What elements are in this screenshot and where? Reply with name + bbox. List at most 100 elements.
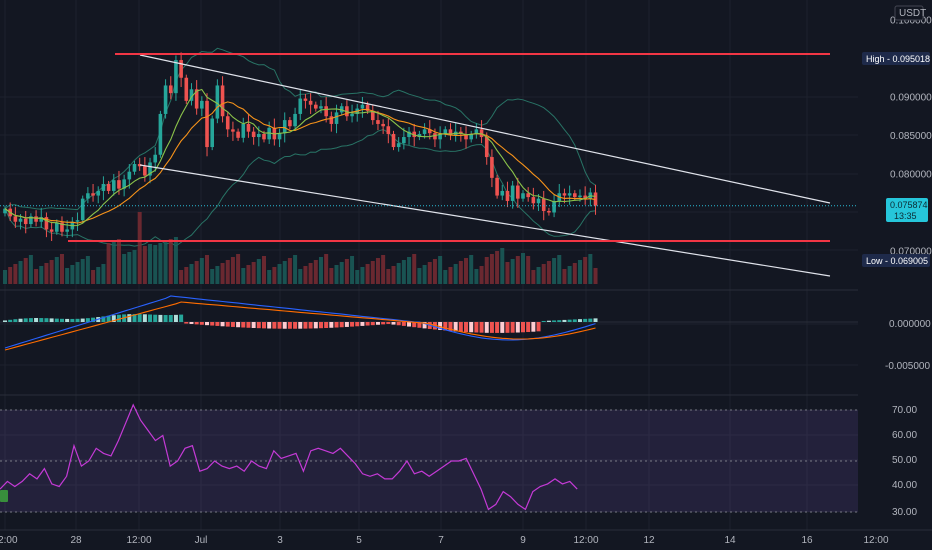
candle-body <box>360 104 365 109</box>
macd-histogram-bar <box>132 314 137 322</box>
macd-histogram-bar <box>106 315 111 322</box>
macd-histogram-bar <box>194 322 199 325</box>
low-tag <box>862 254 930 267</box>
volume-bar <box>391 266 396 284</box>
volume-bar <box>8 267 13 284</box>
volume-bar <box>49 260 54 284</box>
macd-histogram-bar <box>583 318 588 322</box>
volume-bar <box>365 264 370 284</box>
candle-body <box>117 180 121 189</box>
volume-bar <box>375 258 380 284</box>
candle-body <box>593 192 598 206</box>
candle-body <box>495 177 499 196</box>
volume-bar <box>101 264 106 284</box>
candle-body <box>573 193 577 198</box>
volume-bar <box>168 239 173 284</box>
rsi-tick-label: 60.00 <box>892 430 917 441</box>
macd-histogram-bar <box>91 317 96 322</box>
volume-bar <box>106 243 111 284</box>
macd-histogram-bar <box>153 314 158 322</box>
macd-histogram-bar <box>225 322 230 327</box>
volume-bar <box>65 268 70 284</box>
candle-body <box>127 171 132 180</box>
candle-body <box>386 126 391 134</box>
macd-histogram-bar <box>355 322 360 327</box>
candle-body <box>44 217 49 230</box>
candle-body <box>370 110 375 121</box>
candle-body <box>547 210 551 213</box>
macd-histogram-bar <box>230 322 235 327</box>
volume-bar <box>298 269 303 284</box>
macd-histogram-bar <box>215 322 220 326</box>
macd-histogram-bar <box>116 314 121 322</box>
macd-tick-label: -0.005000 <box>885 361 930 372</box>
candle-body <box>324 106 328 117</box>
candle-body <box>521 193 525 199</box>
macd-histogram-bar <box>572 319 577 322</box>
time-tick-label: 12:00 <box>863 535 888 546</box>
rsi-tick-label: 70.00 <box>892 405 917 416</box>
volume-bar <box>526 256 531 284</box>
volume-bar <box>39 266 44 284</box>
volume-bar <box>142 246 147 284</box>
moving-averages <box>4 88 596 227</box>
volume-bar <box>567 266 572 284</box>
candle-body <box>86 193 90 199</box>
macd-histogram-bar <box>438 322 443 331</box>
candle-body <box>474 129 479 134</box>
volume-bar <box>329 268 334 284</box>
macd-histogram-bar <box>318 322 323 329</box>
time-tick-label: 3 <box>277 535 283 546</box>
candle-body <box>567 193 572 196</box>
candle-body <box>505 190 510 201</box>
volume-bar <box>205 255 210 284</box>
macd-histogram-bar <box>236 322 241 328</box>
macd-histogram-bar <box>422 322 427 329</box>
candle-body <box>132 163 137 172</box>
time-tick-label: 14 <box>724 535 736 546</box>
volume-bar <box>85 256 90 284</box>
candle-body <box>13 216 18 222</box>
time-tick-label: 28 <box>70 535 82 546</box>
candle-body <box>153 154 158 163</box>
macd-histogram-bar <box>313 322 318 329</box>
volume-bar <box>448 267 453 284</box>
rsi-tick-label: 40.00 <box>892 480 917 491</box>
macd-histogram-bar <box>293 322 298 329</box>
candle-body <box>298 98 303 114</box>
candle-body <box>365 104 370 111</box>
candle-body <box>215 85 220 119</box>
candle-body <box>562 193 567 196</box>
macd-histogram-bar <box>401 322 406 326</box>
candle-body <box>225 116 230 130</box>
candle-body <box>303 98 308 101</box>
volume-bar <box>91 270 96 284</box>
volume-bar <box>495 251 500 284</box>
macd-histogram-bar <box>34 318 39 322</box>
candle-body <box>427 129 432 134</box>
time-tick-label: Jul <box>195 535 208 546</box>
candle-body <box>200 100 204 109</box>
volume-bar <box>479 266 484 284</box>
candle-body <box>422 129 427 134</box>
macd-histogram-bar <box>464 322 469 333</box>
candle-body <box>267 127 271 140</box>
volume-bar <box>505 262 510 284</box>
candle-body <box>18 218 23 222</box>
candle-body <box>578 195 582 198</box>
macd-histogram-bar <box>557 320 562 322</box>
macd-pane <box>0 295 858 351</box>
candle-body <box>163 85 168 114</box>
candle-body <box>526 193 530 198</box>
candle-body <box>443 129 448 134</box>
candle-body <box>23 218 28 225</box>
candle-body <box>376 120 380 124</box>
volume-bar <box>536 267 541 284</box>
volume-bar <box>173 237 178 284</box>
candle-body <box>339 106 344 113</box>
volume-bar <box>158 243 163 284</box>
macd-histogram-bar <box>251 322 256 328</box>
candle-body <box>464 133 468 140</box>
volume-bar <box>80 259 85 284</box>
volume-bar <box>572 263 577 284</box>
